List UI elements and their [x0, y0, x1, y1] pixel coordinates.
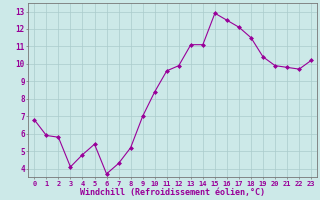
X-axis label: Windchill (Refroidissement éolien,°C): Windchill (Refroidissement éolien,°C): [80, 188, 265, 197]
